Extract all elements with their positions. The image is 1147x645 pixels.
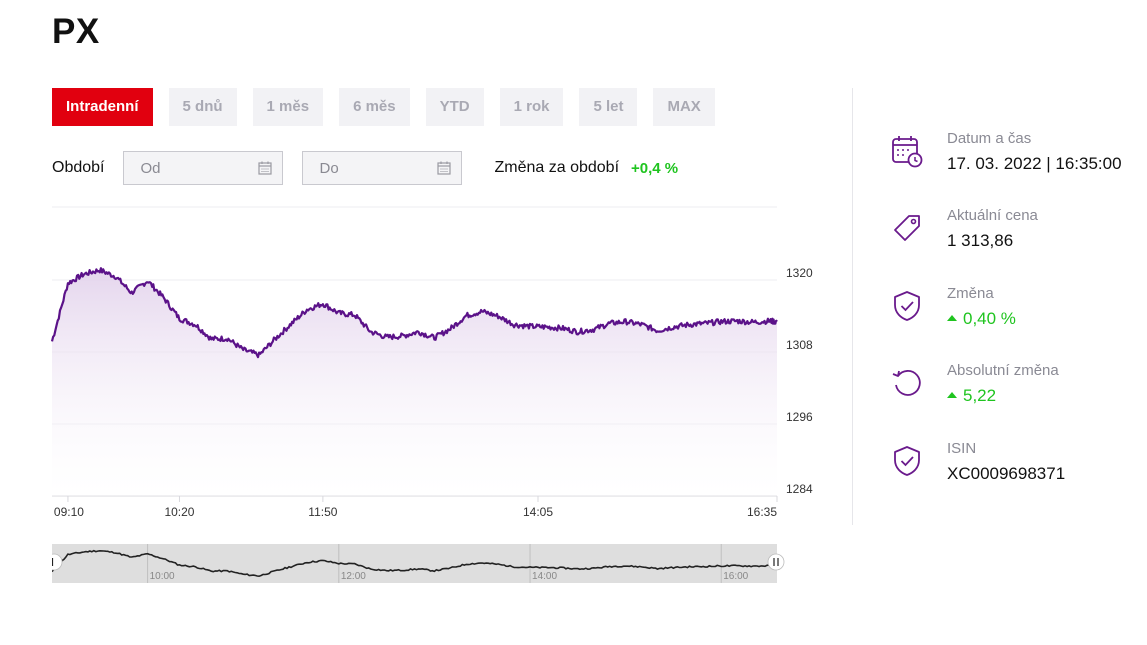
navigator-tick-label: 12:00 [341, 571, 366, 582]
date-from-input[interactable] [124, 152, 261, 184]
date-to-field [302, 151, 463, 185]
range-navigator[interactable]: 10:00 12:00 14:00 16:00 [52, 544, 792, 584]
x-tick-label: 09:10 [54, 505, 84, 519]
page-title: PX [52, 12, 100, 51]
calendar-icon[interactable] [258, 161, 273, 175]
absolute-change-label: Absolutní změna [947, 362, 1059, 379]
current-price-label: Aktuální cena [947, 207, 1038, 224]
tab-5-years[interactable]: 5 let [579, 88, 638, 126]
isin-value: XC0009698371 [947, 464, 1066, 483]
absolute-change-value: 5,22 [947, 386, 996, 406]
x-tick-label: 11:50 [308, 505, 337, 519]
calendar-clock-icon [892, 136, 923, 168]
period-change-label: Změna za období [494, 159, 620, 176]
x-tick-label: 10:20 [164, 505, 194, 519]
y-tick-label: 1320 [786, 266, 813, 280]
change-value: 0,40 % [947, 309, 1016, 329]
panel-divider [852, 88, 853, 525]
date-from-field [123, 151, 284, 185]
price-area [52, 268, 777, 496]
price-tag-icon [894, 215, 920, 241]
shield-check-icon [894, 291, 920, 321]
navigator-line [52, 549, 777, 578]
tab-6-months[interactable]: 6 měs [339, 88, 410, 126]
datetime-label: Datum a čas [947, 130, 1032, 147]
tab-max[interactable]: MAX [653, 88, 715, 126]
x-tick-label: 14:05 [523, 505, 553, 519]
calendar-icon[interactable] [437, 161, 452, 175]
y-tick-label: 1296 [786, 410, 813, 424]
period-label: Období [52, 159, 105, 176]
y-tick-label: 1284 [786, 482, 813, 496]
x-tick-label: 16:35 [747, 505, 777, 519]
tab-1-month[interactable]: 1 měs [252, 88, 324, 126]
navigator-handle-left[interactable] [52, 553, 63, 571]
navigator-tick-label: 16:00 [723, 571, 748, 582]
date-to-input[interactable] [303, 152, 440, 184]
arrow-up-icon [947, 392, 957, 398]
navigator-tick-label: 14:00 [532, 571, 557, 582]
period-filter: Období Změna za období +0,4 % [52, 150, 678, 186]
period-tabs: Intradenní 5 dnů 1 měs 6 měs YTD 1 rok 5… [52, 88, 731, 126]
current-price-value: 1 313,86 [947, 231, 1014, 250]
datetime-value: 17. 03. 2022 | 16:35:00 [947, 154, 1122, 173]
price-line[interactable] [50, 267, 778, 359]
y-tick-label: 1308 [786, 338, 813, 352]
navigator-background [52, 544, 777, 583]
tab-intraday[interactable]: Intradenní [52, 88, 153, 126]
tab-1-year[interactable]: 1 rok [499, 88, 564, 126]
price-chart[interactable]: 1320 1308 1296 1284 09:10 10:20 11:50 14:05 16:… [0, 200, 830, 530]
arrow-up-icon [947, 315, 957, 321]
isin-label: ISIN [947, 440, 977, 457]
tab-5-days[interactable]: 5 dnů [168, 88, 237, 126]
shield-check-icon [894, 446, 920, 476]
change-label: Změna [947, 285, 994, 302]
navigator-tick-label: 10:00 [150, 571, 175, 582]
refresh-icon [892, 370, 921, 396]
period-change-value: +0,4 % [631, 159, 679, 177]
tab-ytd[interactable]: YTD [425, 88, 484, 126]
navigator-handle-right[interactable] [767, 553, 785, 571]
